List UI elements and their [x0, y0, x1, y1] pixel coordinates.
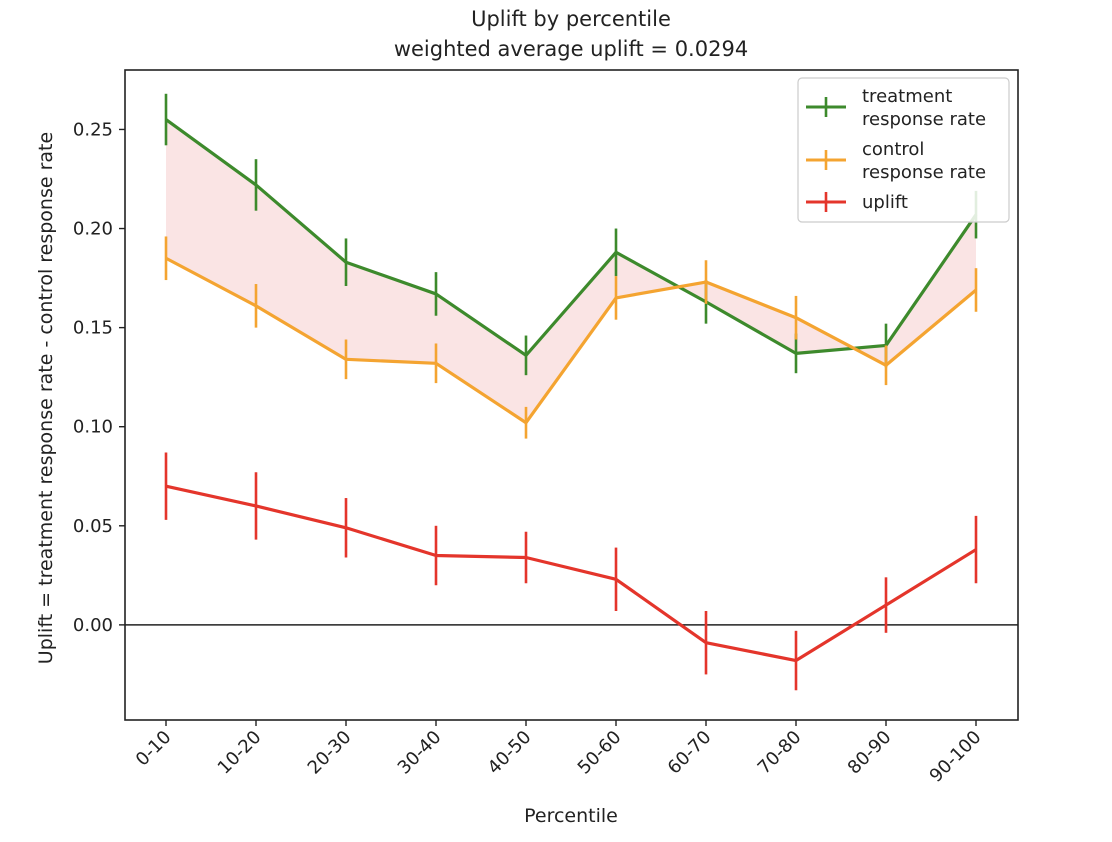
chart-title: Uplift by percentile — [471, 7, 671, 31]
x-tick-label-0: 0-10 — [132, 727, 176, 771]
x-tick-label-3: 30-40 — [394, 727, 446, 779]
x-tick-label-7: 70-80 — [754, 727, 806, 779]
x-tick-label-5: 50-60 — [574, 727, 626, 779]
legend: treatment response rate control response ra… — [797, 77, 1010, 223]
x-tick-label-9: 90-100 — [926, 727, 986, 787]
series-line-1 — [165, 256, 978, 425]
y-tick-label-5: 0.25 — [73, 119, 113, 140]
x-tick-label-1: 10-20 — [214, 727, 266, 779]
x-tick-label-6: 60-70 — [664, 727, 716, 779]
series-line-0 — [165, 118, 978, 357]
x-tick-label-2: 20-30 — [304, 727, 356, 779]
legend-label-1: control response rate — [862, 139, 986, 183]
y-tick-label-4: 0.20 — [73, 219, 113, 240]
y-axis-label: Uplift = treatment response rate - contr… — [35, 132, 57, 664]
legend-box — [797, 77, 1010, 223]
legend-label-0: treatment response rate — [862, 86, 986, 130]
y-tick-label-1: 0.05 — [73, 516, 113, 537]
legend-label-2: uplift — [862, 192, 908, 213]
x-tick-label-8: 80-90 — [844, 727, 896, 779]
chart-subtitle: weighted average uplift = 0.0294 — [394, 37, 748, 61]
plot-frame — [124, 69, 1019, 721]
series-line-2 — [165, 484, 977, 663]
y-tick-label-2: 0.10 — [73, 417, 113, 438]
y-tick-label-0: 0.00 — [73, 615, 113, 636]
y-tick-label-3: 0.15 — [73, 318, 113, 339]
x-tick-label-4: 40-50 — [484, 727, 536, 779]
x-axis-label: Percentile — [524, 805, 618, 827]
fill-between-area — [166, 119, 976, 423]
